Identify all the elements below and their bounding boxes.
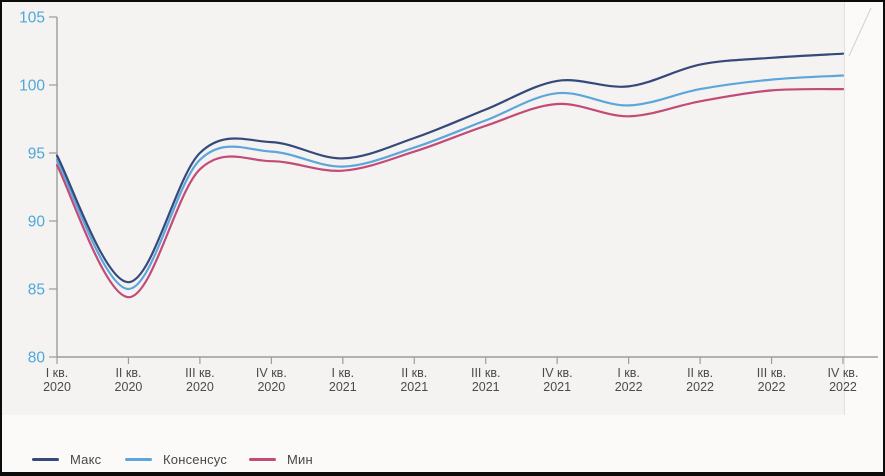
y-axis-tick-label: 90 [28,214,46,231]
legend-item-max[interactable]: Макс [32,445,102,472]
plot-background [2,2,845,415]
series-line-2 [55,87,845,299]
legend-line-swatch-max [32,457,59,461]
x-axis-tick-label: II кв. 2020 [115,366,143,394]
x-axis-tick-label: I кв. 2020 [43,366,71,394]
chart-legend: Макс Консенсус Мин [2,445,883,472]
x-axis-tick-label: II кв. 2022 [686,366,714,394]
legend-item-min[interactable]: Мин [249,445,313,472]
legend-label-max: Макс [70,451,102,467]
legend-label-min: Мин [287,451,313,467]
y-axis-tick-label: 80 [28,350,46,367]
x-axis-tick-label: II кв. 2021 [400,366,428,394]
x-axis-tick-label: I кв. 2021 [329,366,357,394]
x-axis-tick-label: IV кв. 2021 [542,366,573,394]
series-line-1 [55,74,845,291]
x-axis-tick-label: IV кв. 2022 [828,366,859,394]
y-axis-tick-label: 95 [28,146,45,163]
legend-line-swatch-min [249,457,276,461]
legend-label-consensus: Консенсус [163,451,228,467]
x-axis-tick-label: III кв. 2020 [185,366,214,394]
legend-item-consensus[interactable]: Консенсус [125,445,228,472]
y-axis-tick-label: 100 [19,78,45,95]
y-axis-tick-label: 105 [19,10,45,27]
artifact-line [848,7,872,57]
y-axis-tick-label: 85 [28,282,45,299]
x-axis-tick-label: III кв. 2022 [757,366,786,394]
x-axis-tick-label: III кв. 2021 [471,366,500,394]
x-axis-tick-label: IV кв. 2020 [256,366,287,394]
series-line-0 [55,52,845,284]
legend-line-swatch-consensus [125,457,152,461]
x-axis-tick-label: I кв. 2022 [615,366,643,394]
